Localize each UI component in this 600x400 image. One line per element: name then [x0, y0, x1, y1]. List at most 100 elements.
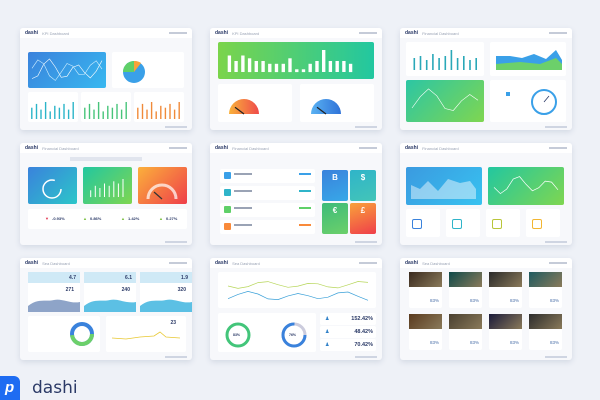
thumbnail-image — [449, 314, 482, 329]
currency-tile[interactable]: € — [322, 203, 348, 234]
dashboard-slide[interactable]: dashi Sea Dashboard 83% 83% 83% 83% 83% 83% 83% 8… — [400, 258, 572, 360]
slide-header: dashi Sea Dashboard — [400, 258, 572, 268]
brand-name: dashi — [32, 378, 78, 398]
bar-chart-card — [81, 92, 131, 122]
date-range — [359, 262, 377, 264]
down-arrow-icon: ▼ — [45, 216, 49, 221]
bar — [146, 109, 148, 119]
bar — [456, 58, 459, 70]
bar — [335, 61, 339, 72]
slide-brand: dashi — [405, 260, 419, 266]
dashboard-slide[interactable]: dashi Financial Dashboard — [400, 28, 572, 130]
stat-value: 0.27% — [166, 216, 178, 221]
currency-symbol: $ — [360, 173, 366, 182]
slide-brand: dashi — [25, 260, 39, 266]
slide-title: KPI Dashboard — [232, 30, 260, 36]
date-range — [549, 32, 567, 34]
aside-value: 23 — [170, 320, 176, 326]
currency-tile[interactable]: £ — [350, 203, 376, 234]
currency-tile[interactable]: $ — [350, 170, 376, 201]
currency-symbol: € — [332, 206, 338, 215]
top-value: 6.1 — [125, 275, 132, 281]
bar-chart-card — [28, 92, 78, 122]
bar — [141, 103, 144, 119]
bar — [281, 63, 285, 73]
transaction-row[interactable] — [220, 169, 315, 183]
score-value: 83% — [549, 340, 559, 345]
slide-header: dashi KPI Dashboard — [20, 28, 192, 38]
bar — [58, 107, 61, 119]
media-card[interactable]: 83% — [489, 272, 522, 308]
bar — [234, 61, 238, 72]
transaction-icon — [224, 223, 231, 230]
bar — [308, 63, 312, 73]
media-card[interactable]: 83% — [529, 272, 562, 308]
metric-row: ♟ 70.42% — [320, 339, 376, 351]
bar — [169, 103, 171, 119]
bar — [178, 102, 180, 119]
bar — [107, 105, 109, 119]
top-value: 1.9 — [181, 275, 188, 281]
bar — [122, 179, 124, 197]
bar-chart-card — [134, 92, 184, 122]
date-range — [549, 262, 567, 264]
currency-tile[interactable]: B — [322, 170, 348, 201]
dashboard-slide[interactable]: dashi KPI Dashboard — [210, 28, 382, 130]
dashboard-slide[interactable]: dashi Financial Dashboard — [400, 143, 572, 245]
slide-brand: dashi — [215, 30, 229, 36]
slide-title: Sea Dashboard — [422, 260, 450, 266]
transaction-row[interactable] — [220, 203, 315, 217]
bar — [97, 102, 100, 119]
slide-brand: dashi — [215, 145, 229, 151]
slide-title: Financial Dashboard — [42, 145, 79, 151]
slide-brand: dashi — [215, 260, 229, 266]
media-card[interactable]: 83% — [449, 272, 482, 308]
media-card[interactable]: 83% — [409, 272, 442, 308]
media-card[interactable]: 83% — [409, 314, 442, 350]
footer-text — [355, 126, 377, 128]
footer-text — [545, 356, 567, 358]
bar — [469, 60, 471, 70]
slide-brand: dashi — [25, 30, 39, 36]
slide-title: Financial Dashboard — [422, 30, 459, 36]
bar — [90, 190, 92, 198]
slide-header: dashi KPI Dashboard — [210, 28, 382, 38]
score-value: 83% — [469, 298, 479, 303]
transaction-row[interactable] — [220, 220, 315, 234]
ring-value: 76% — [289, 333, 297, 337]
weather-card: 6.1 240 — [84, 272, 136, 312]
slide-brand: dashi — [405, 30, 419, 36]
bar — [116, 103, 118, 119]
info-card — [406, 209, 440, 237]
dashboard-slide[interactable]: dashi Sea Dashboard 4.7 271 6.1 240 1.9 320 23 — [20, 258, 192, 360]
line-chart-card: 23 — [106, 316, 186, 352]
bar — [463, 56, 465, 70]
dashboard-slide[interactable]: dashi Financial Dashboard ▼ -0.93% ▲ 0.86% ▲ 1… — [20, 143, 192, 245]
media-card[interactable]: 83% — [529, 314, 562, 350]
dashboard-slide[interactable]: dashi Sea Dashboard 83% 76% ♟ 152.42% ♟ 48.42… — [210, 258, 382, 360]
transaction-icon — [224, 189, 231, 196]
bar — [137, 107, 139, 119]
bar — [113, 181, 115, 198]
weather-card: 1.9 320 — [140, 272, 192, 312]
score-value: 83% — [429, 298, 439, 303]
donut-card — [28, 316, 100, 352]
date-range — [359, 147, 377, 149]
bar — [84, 107, 86, 119]
media-card[interactable]: 83% — [449, 314, 482, 350]
slide-header: dashi Sea Dashboard — [210, 258, 382, 268]
person-icon: ♟ — [325, 316, 330, 322]
transaction-row[interactable] — [220, 186, 315, 200]
media-card[interactable]: 83% — [489, 314, 522, 350]
slide-header: dashi Financial Dashboard — [210, 143, 382, 153]
dashboard-slide[interactable]: dashi KPI Dashboard — [20, 28, 192, 130]
bar — [295, 69, 299, 73]
footer-text — [355, 241, 377, 243]
speedometer-card — [490, 80, 566, 122]
bar — [247, 58, 252, 73]
dashboard-slide[interactable]: dashi Financial Dashboard B $ € £ — [210, 143, 382, 245]
bar — [274, 63, 279, 73]
bar — [227, 55, 232, 72]
brand-logo: p — [0, 376, 20, 400]
date-range — [169, 32, 187, 34]
